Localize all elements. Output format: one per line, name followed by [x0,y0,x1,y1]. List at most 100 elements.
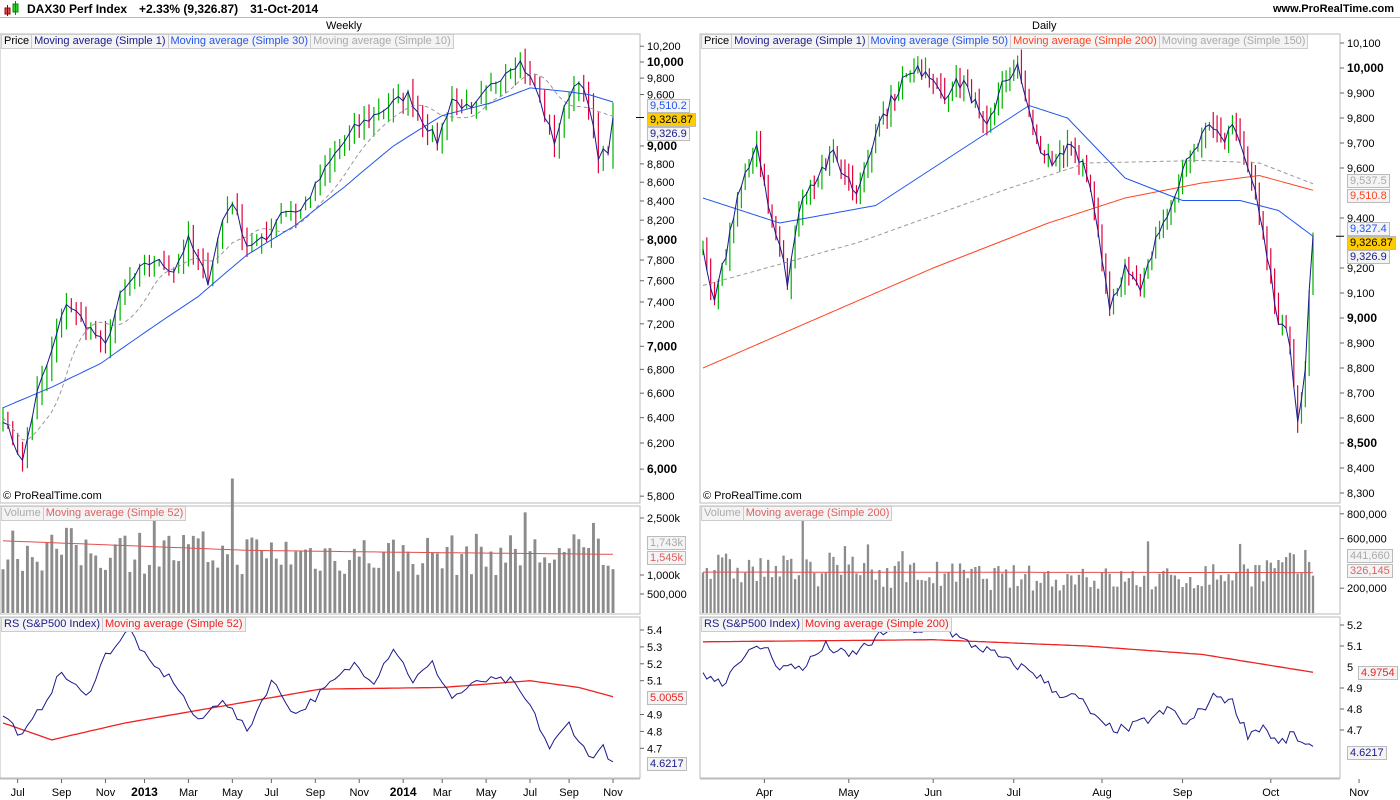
volume-bar [260,550,264,613]
volume-bar [759,558,762,613]
volume-bar [1304,549,1307,613]
volume-bar [421,563,425,613]
legend-ma150[interactable]: Moving average (Simple 150) [1158,34,1309,49]
volume-bar [1150,589,1154,613]
volume-bar [1261,581,1265,613]
legend-rs[interactable]: RS (S&P500 Index) [1,617,103,632]
rs-axis-label: 4.9 [1347,683,1362,695]
price-axis-label: 8,600 [647,177,675,189]
volume-bar [557,547,561,613]
volume-bar [377,567,381,613]
price-axis-label: 8,700 [1347,388,1375,400]
legend-price[interactable]: Price [1,34,33,49]
legend-volume-ma[interactable]: Moving average (Simple 52) [42,506,187,521]
volume-bar [391,539,395,613]
legend-ma1[interactable]: Moving average (Simple 1) [31,34,169,49]
volume-bar [816,586,820,613]
daily-ma1-tag: 9,326.9 [1347,250,1390,264]
rs-axis-label: 5.1 [647,676,662,688]
volume-bar [1254,564,1257,613]
volume-bar [839,574,843,613]
price-axis-label: 9,600 [647,90,675,102]
volume-bar [951,563,954,613]
volume-bar [445,546,449,613]
volume-bar [1177,579,1180,613]
ma30-line [2,87,614,409]
volume-bar [55,548,59,613]
volume-bar [1204,566,1207,613]
close-line-ma1 [702,61,1314,422]
price-pane-frame [699,33,1341,504]
price-axis-label: 8,000 [647,233,677,247]
volume-bar [382,551,386,613]
volume-bar [897,561,900,613]
volume-bar [74,545,78,613]
legend-ma10[interactable]: Moving average (Simple 10) [310,34,454,49]
volume-bar [147,564,151,613]
site-link[interactable]: www.ProRealTime.com [1272,2,1394,15]
volume-bar [182,535,186,613]
volume-bar [606,565,610,613]
weekly-rs-tag: 4.6217 [647,757,687,771]
price-axis-label: 9,000 [1347,311,1377,325]
volume-bar [912,562,916,613]
volume-bar [836,564,839,613]
volume-bar [1281,562,1284,613]
price-axis-label: 7,800 [647,255,675,267]
volume-bar [577,539,581,613]
legend-ma200[interactable]: Moving average (Simple 200) [1010,34,1160,49]
legend-volume[interactable]: Volume [701,506,744,521]
volume-bar [1223,581,1226,613]
instrument-name: DAX30 Perf Index [27,1,128,16]
x-axis-label: Jul [1007,787,1021,799]
volume-bar [1246,568,1249,613]
volume-bar [1196,585,1200,613]
volume-bar [1277,560,1280,613]
price-axis-label: 7,200 [647,319,675,331]
rs-axis-label: 5.1 [1347,641,1362,653]
x-axis-label: Sep [1173,787,1193,799]
price-axis-label: 8,400 [1347,463,1375,475]
volume-bar [108,557,112,613]
volume-bar [1097,588,1100,613]
volume-bar [862,563,866,613]
volume-bar [201,531,205,613]
volume-bar [713,570,716,613]
volume-bar [770,577,774,613]
volume-ma-line [703,571,1313,574]
volume-bar [84,539,88,613]
volume-bar [465,546,469,613]
weekly-ma30-tag: 9,510.2 [647,99,690,113]
volume-bar [1189,577,1192,613]
volume-bar [793,579,797,613]
price-axis-label: 9,800 [647,73,675,85]
legend-rs-ma[interactable]: Moving average (Simple 200) [802,617,952,632]
volume-bar [1085,577,1088,613]
volume-axis-label: 800,000 [1347,509,1387,521]
legend-rs-ma[interactable]: Moving average (Simple 52) [102,617,246,632]
volume-bar [416,574,420,613]
volume-bar [1162,570,1165,613]
volume-bar [64,527,68,613]
legend-ma50[interactable]: Moving average (Simple 50) [867,34,1012,49]
volume-bar [226,554,229,613]
legend-ma30[interactable]: Moving average (Simple 30) [167,34,312,49]
volume-bar [882,586,885,613]
volume-bar [567,548,571,613]
legend-rs[interactable]: RS (S&P500 Index) [701,617,803,632]
legend-volume[interactable]: Volume [1,506,44,521]
volume-bar [186,544,190,613]
volume-bar [533,539,537,613]
legend-price[interactable]: Price [701,34,733,49]
volume-bar [886,568,889,613]
volume-bar [1035,580,1038,613]
volume-bar [89,553,93,613]
legend-volume-ma[interactable]: Moving average (Simple 200) [742,506,893,521]
daily-copyright: © ProRealTime.com [703,490,802,502]
weekly-volume-legend: Volume Moving average (Simple 52) [1,506,187,521]
price-axis-label: 9,800 [1347,113,1375,125]
legend-ma1[interactable]: Moving average (Simple 1) [731,34,869,49]
volume-bar [367,563,371,613]
volume-bar [1231,580,1234,613]
